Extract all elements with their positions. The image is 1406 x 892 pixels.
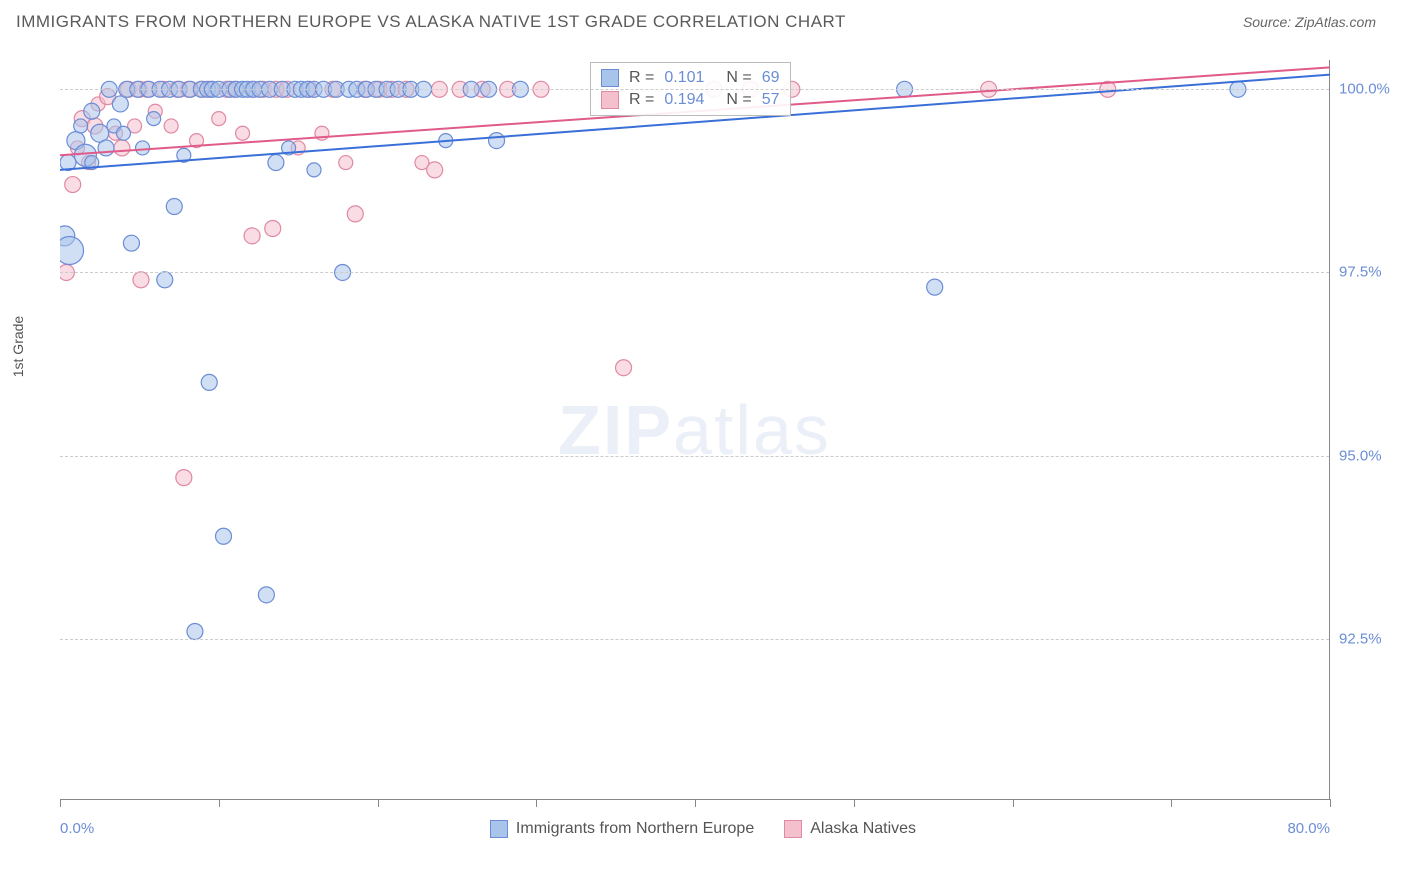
- stats-swatch-1: [601, 91, 619, 109]
- data-point: [201, 374, 217, 390]
- data-point: [136, 141, 150, 155]
- data-point: [307, 163, 321, 177]
- legend-swatch-0: [490, 820, 508, 838]
- data-point: [616, 360, 632, 376]
- data-point: [147, 112, 161, 126]
- stats-r-label-1: R =: [629, 91, 654, 109]
- plot-area: ZIPatlas R = 0.101 N = 69 R = 0.194 N = …: [60, 60, 1330, 800]
- bottom-legend: Immigrants from Northern Europe Alaska N…: [0, 820, 1406, 838]
- data-point: [258, 587, 274, 603]
- data-point: [236, 126, 250, 140]
- gridline-h: [60, 456, 1329, 457]
- gridline-h: [60, 639, 1329, 640]
- stats-n-label-1: N =: [726, 91, 751, 109]
- x-tick: [1013, 799, 1014, 807]
- gridline-h: [60, 272, 1329, 273]
- data-point: [60, 236, 84, 264]
- gridline-h: [60, 89, 1329, 90]
- data-point: [212, 112, 226, 126]
- y-tick-label: 100.0%: [1339, 81, 1399, 98]
- x-tick: [1330, 799, 1331, 807]
- data-point: [117, 126, 131, 140]
- data-point: [114, 140, 130, 156]
- x-tick: [60, 799, 61, 807]
- data-point: [157, 272, 173, 288]
- data-point: [427, 162, 443, 178]
- data-point: [489, 133, 505, 149]
- stats-r-value-1: 0.194: [664, 91, 704, 109]
- data-point: [84, 103, 100, 119]
- data-point: [268, 155, 284, 171]
- stats-row-series-0: R = 0.101 N = 69: [601, 67, 780, 89]
- stats-n-value-0: 69: [762, 69, 780, 87]
- chart-title: IMMIGRANTS FROM NORTHERN EUROPE VS ALASK…: [16, 12, 846, 32]
- y-tick-label: 92.5%: [1339, 630, 1399, 647]
- stats-n-value-1: 57: [762, 91, 780, 109]
- x-tick: [219, 799, 220, 807]
- chart-source: Source: ZipAtlas.com: [1243, 14, 1376, 30]
- data-point: [244, 228, 260, 244]
- data-point: [347, 206, 363, 222]
- x-tick: [854, 799, 855, 807]
- data-point: [265, 221, 281, 237]
- x-tick: [695, 799, 696, 807]
- x-tick: [378, 799, 379, 807]
- data-point: [123, 235, 139, 251]
- y-axis-label: 1st Grade: [10, 316, 26, 377]
- data-point: [166, 199, 182, 215]
- data-point: [176, 470, 192, 486]
- y-tick-label: 97.5%: [1339, 264, 1399, 281]
- scatter-svg: [60, 60, 1330, 800]
- stats-r-value-0: 0.101: [664, 69, 704, 87]
- data-point: [216, 528, 232, 544]
- legend-item-1: Alaska Natives: [784, 820, 916, 838]
- data-point: [112, 96, 128, 112]
- stats-r-label-0: R =: [629, 69, 654, 87]
- legend-swatch-1: [784, 820, 802, 838]
- chart-header: IMMIGRANTS FROM NORTHERN EUROPE VS ALASK…: [0, 0, 1406, 40]
- legend-label-1: Alaska Natives: [810, 820, 916, 838]
- data-point: [164, 119, 178, 133]
- stats-n-label-0: N =: [726, 69, 751, 87]
- stats-row-series-1: R = 0.194 N = 57: [601, 89, 780, 111]
- y-tick-label: 95.0%: [1339, 447, 1399, 464]
- data-point: [133, 272, 149, 288]
- data-point: [65, 177, 81, 193]
- data-point: [98, 140, 114, 156]
- data-point: [339, 156, 353, 170]
- x-tick: [1171, 799, 1172, 807]
- legend-item-0: Immigrants from Northern Europe: [490, 820, 754, 838]
- legend-label-0: Immigrants from Northern Europe: [516, 820, 754, 838]
- data-point: [74, 119, 88, 133]
- stats-swatch-0: [601, 69, 619, 87]
- data-point: [187, 623, 203, 639]
- data-point: [927, 279, 943, 295]
- x-tick: [536, 799, 537, 807]
